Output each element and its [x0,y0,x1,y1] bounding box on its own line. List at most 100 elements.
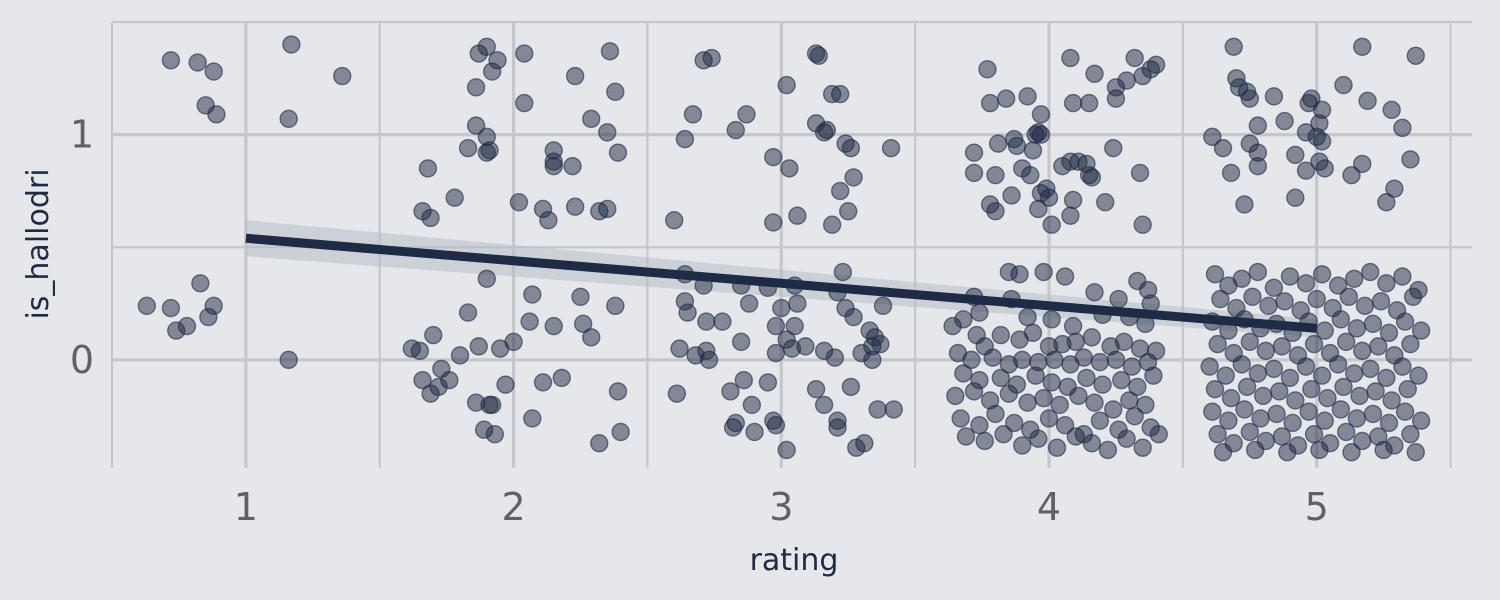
data-point [482,395,502,415]
data-point [1109,289,1128,309]
data-point [1082,328,1102,347]
data-point [1066,427,1085,446]
data-point [796,337,815,356]
data-point [1272,337,1292,356]
data-point [683,105,703,124]
data-point [1385,179,1404,198]
data-point [1232,355,1251,374]
data-point [1053,156,1072,176]
data-point [1240,332,1259,352]
data-point [1114,332,1134,352]
data-point [600,42,620,61]
data-point [1302,379,1321,399]
data-point [1377,368,1396,388]
data-point [1409,366,1428,385]
data-point [1336,422,1356,442]
data-point [1286,188,1305,207]
data-point [1253,386,1273,406]
data-point [606,82,625,102]
data-point [413,370,432,390]
data-point [991,368,1011,388]
data-point [833,262,853,282]
data-point [1149,425,1168,444]
data-point [1082,168,1102,187]
data-point [1077,368,1096,388]
data-point [1093,375,1112,394]
data-point [563,156,582,176]
data-point [764,213,783,232]
data-point [523,285,542,304]
data-point [1283,413,1302,433]
data-point [1203,402,1222,421]
data-point [1031,105,1051,124]
data-point [699,350,719,370]
data-point [1063,93,1083,113]
data-point [764,147,783,167]
data-point [1045,350,1064,370]
data-point [868,400,887,419]
data-point [482,62,502,81]
data-point [954,364,973,383]
data-point [1034,262,1053,282]
data-point [1232,269,1251,288]
data-point [1310,152,1329,171]
data-point [1205,265,1225,284]
data-point [608,382,628,401]
data-point [830,84,850,104]
data-point [598,123,617,142]
data-point [983,348,1002,367]
data-point [450,346,470,365]
data-point [1342,165,1361,185]
data-point [1026,366,1045,385]
data-point [1350,386,1369,406]
data-point [1021,165,1040,185]
data-point [1304,334,1324,354]
data-point [1312,265,1332,284]
data-point [1085,393,1104,412]
data-point [137,296,157,316]
data-point [520,312,539,331]
data-point [469,337,488,356]
data-point [962,350,981,370]
data-point [1272,427,1292,446]
data-point [1245,440,1265,460]
data-point [1085,283,1104,302]
data-point [1377,274,1396,293]
data-point [766,316,786,336]
data-point [1310,440,1329,460]
data-point [1270,382,1289,401]
data-point [279,109,298,129]
data-point [788,294,807,313]
data-point [1216,366,1235,385]
data-point [991,325,1011,345]
data-point [1085,64,1104,84]
data-point [745,422,764,442]
data-point [1133,215,1152,234]
data-point [675,129,695,149]
data-point [191,274,210,293]
data-point [1377,193,1396,212]
data-point [421,384,440,403]
data-point [1280,267,1300,286]
data-point [1074,348,1094,367]
data-point [1312,100,1332,120]
data-point [1079,93,1099,113]
data-point [1411,321,1431,340]
data-point [839,202,858,221]
data-point [873,296,893,316]
data-point [739,294,759,313]
data-point [986,202,1005,221]
data-point [1039,409,1059,428]
data-point [445,188,464,207]
data-point [996,89,1016,108]
data-point [1248,262,1268,282]
data-point [731,332,751,352]
data-point [1275,292,1294,311]
data-point [1334,377,1353,397]
data-point [1013,436,1032,455]
data-point [204,62,223,81]
data-point [951,409,970,428]
data-point [458,303,478,322]
data-point [1106,89,1126,108]
data-point [1098,440,1118,460]
